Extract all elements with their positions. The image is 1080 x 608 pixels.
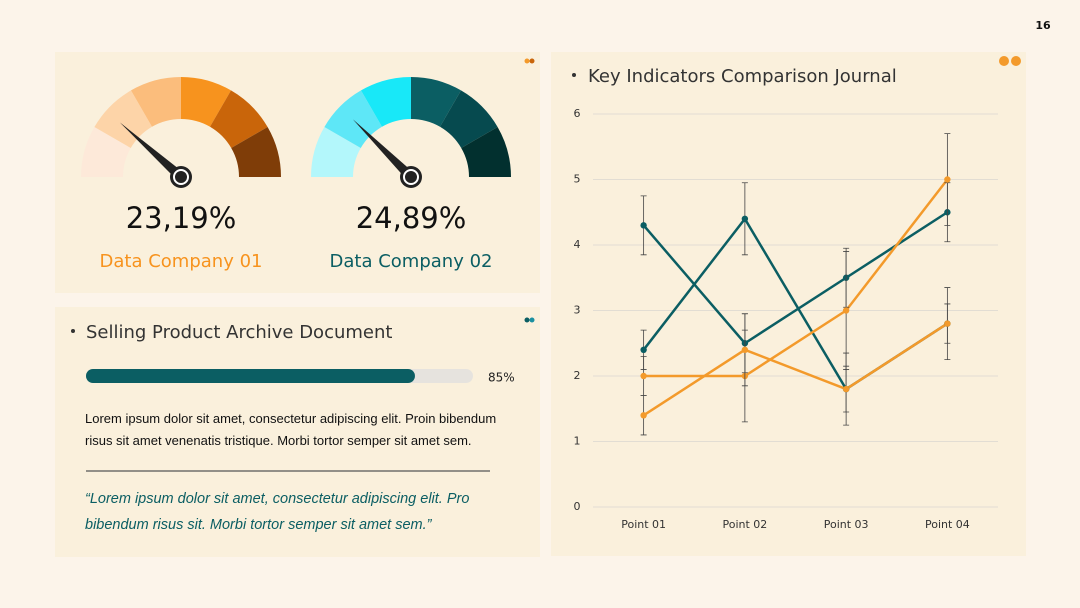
x-tick-label: Point 03 xyxy=(824,518,869,531)
point xyxy=(842,385,850,393)
decor-dot xyxy=(999,56,1009,66)
gauge-segment xyxy=(131,77,181,127)
gauge-segment xyxy=(231,127,281,177)
point xyxy=(640,372,647,380)
gauge-value: 23,19% xyxy=(126,201,237,235)
series-line xyxy=(642,322,949,417)
gauge-segment xyxy=(461,127,511,177)
y-tick-label: 2 xyxy=(574,369,581,382)
gauge-needle xyxy=(119,122,185,181)
gauge-hub-ring xyxy=(173,169,189,185)
gauge-title: Data Company 02 xyxy=(330,251,493,272)
y-tick-label: 3 xyxy=(574,304,581,317)
decor-dot xyxy=(529,317,535,323)
decor-dot xyxy=(524,58,530,64)
gauge-segment xyxy=(81,127,131,177)
point xyxy=(741,215,749,222)
point xyxy=(640,346,647,353)
point xyxy=(944,320,951,327)
series-line xyxy=(643,178,949,378)
y-tick-label: 6 xyxy=(574,107,581,120)
body-text: Lorem ipsum dolor sit amet, consectetur … xyxy=(85,411,497,448)
y-tick-label: 5 xyxy=(574,173,581,186)
chart-title: Key Indicators Comparison Journal xyxy=(588,66,897,87)
y-tick-label: 0 xyxy=(574,500,581,513)
chart-panel xyxy=(551,52,1026,556)
gauge-needle xyxy=(352,119,415,181)
decor-dot xyxy=(529,58,535,64)
y-tick-label: 1 xyxy=(574,435,581,448)
gauge-segment xyxy=(210,90,268,148)
bullet xyxy=(572,73,576,77)
gauge-segment xyxy=(361,77,411,127)
progress-bar xyxy=(86,369,415,383)
panel-title: Selling Product Archive Document xyxy=(86,322,392,343)
y-tick-label: 4 xyxy=(574,238,581,251)
archive-panel xyxy=(55,307,540,557)
x-tick-label: Point 04 xyxy=(925,518,970,531)
gauge-segment xyxy=(411,77,461,127)
gauge-hub-ring xyxy=(403,169,419,185)
point xyxy=(640,412,647,419)
decor-dot xyxy=(524,317,530,323)
gauge-title: Data Company 01 xyxy=(100,251,263,272)
point xyxy=(741,346,749,353)
quote: “Lorem ipsum dolor sit amet, consectetur… xyxy=(85,491,470,533)
gauge-segment xyxy=(440,90,498,148)
page-number: 16 xyxy=(1035,19,1051,32)
bullet xyxy=(71,329,75,333)
point xyxy=(944,176,951,183)
x-tick-label: Point 02 xyxy=(722,518,767,531)
gauge-segment xyxy=(311,127,361,177)
decor-dot xyxy=(1011,56,1021,66)
progress-label: 85% xyxy=(488,371,515,385)
point xyxy=(640,222,647,229)
gauge-value: 24,89% xyxy=(356,201,467,235)
point xyxy=(842,307,850,314)
x-tick-label: Point 01 xyxy=(621,518,666,531)
gauge-segment xyxy=(94,90,152,148)
gauge-segment xyxy=(181,77,231,127)
